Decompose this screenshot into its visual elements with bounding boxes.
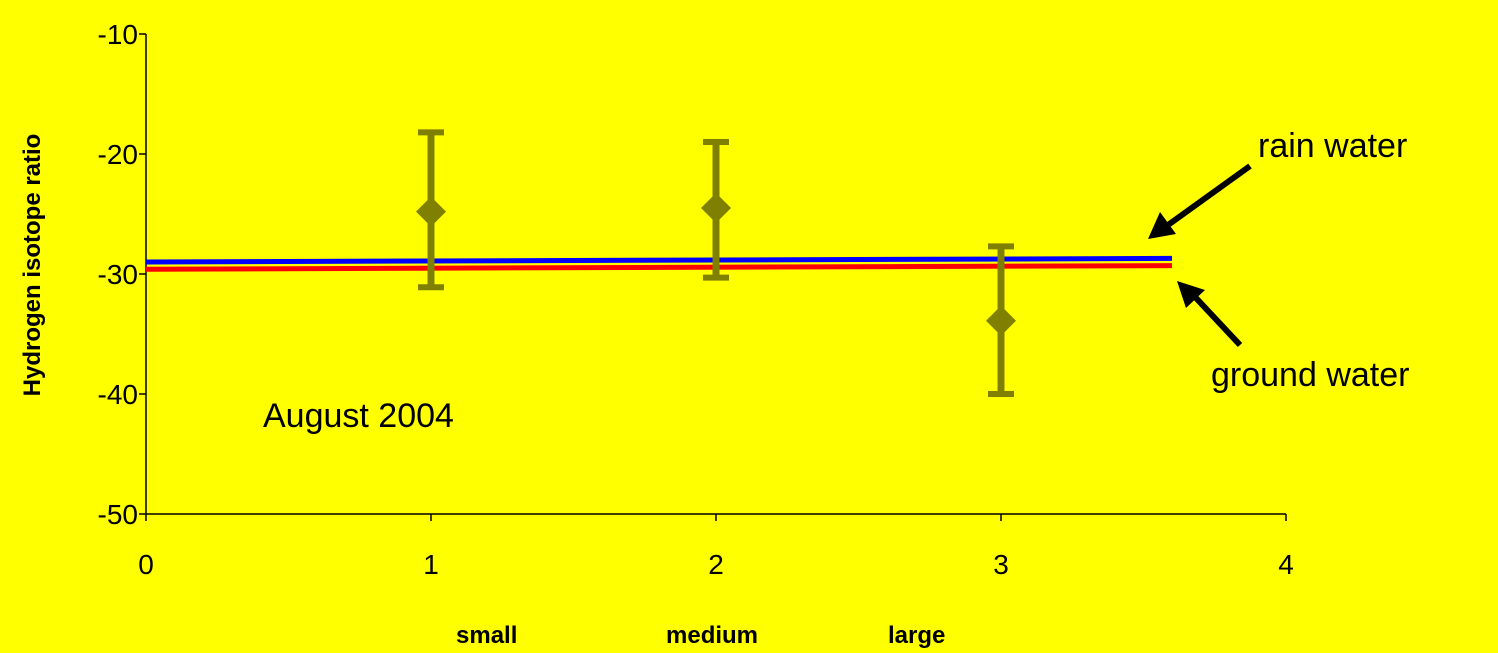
- category-label-medium: medium: [666, 622, 758, 649]
- x-tick-label: 4: [1278, 549, 1294, 580]
- y-ticks: -10 -20 -30 -40 -50: [98, 19, 146, 530]
- y-tick-label: -50: [98, 499, 138, 530]
- y-tick-label: -10: [98, 19, 138, 50]
- y-tick-label: -40: [98, 379, 138, 410]
- x-tick-label: 0: [138, 549, 154, 580]
- x-tick-label: 3: [993, 549, 1009, 580]
- data-point: [986, 305, 1016, 336]
- x-ticks: 0 1 2 3 4: [138, 514, 1294, 580]
- data-point: [701, 193, 731, 223]
- x-tick-label: 2: [708, 549, 724, 580]
- reference-lines: [145, 255, 1173, 272]
- rain-water-line: [145, 255, 1173, 265]
- data-point: [416, 196, 446, 227]
- rain-water-arrow: [1148, 163, 1252, 239]
- category-label-large: large: [888, 622, 945, 649]
- ground-water-line: [145, 263, 1173, 272]
- y-axis-title: Hydrogen isotope ratio: [19, 134, 46, 397]
- ground-water-arrow: [1177, 281, 1243, 348]
- y-tick-label: -30: [98, 259, 138, 290]
- data-marks: [416, 129, 1016, 397]
- y-tick-label: -20: [98, 139, 138, 170]
- rain-water-label: rain water: [1258, 127, 1407, 165]
- ground-water-label: ground water: [1211, 356, 1409, 394]
- x-tick-label: 1: [423, 549, 439, 580]
- date-annotation: August 2004: [263, 397, 454, 435]
- category-label-small: small: [456, 622, 517, 649]
